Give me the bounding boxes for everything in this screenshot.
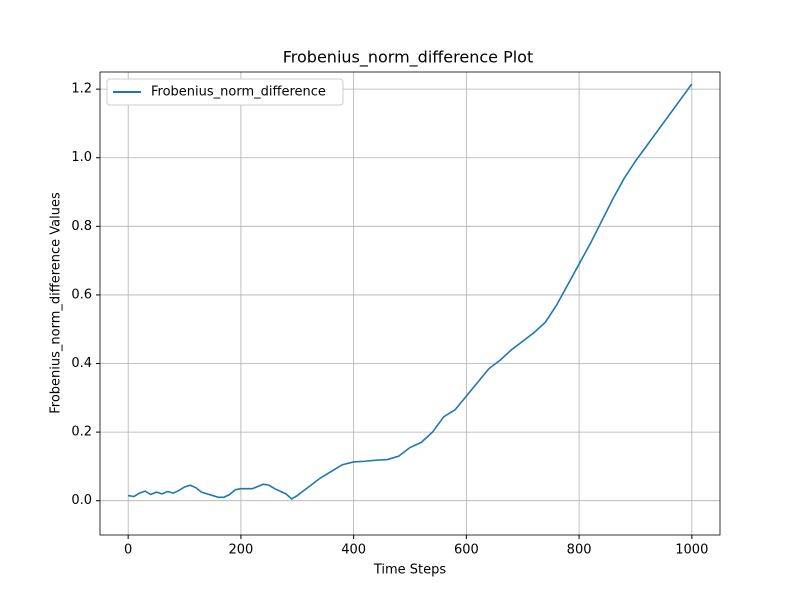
y-tick-label: 0.8 xyxy=(71,219,92,234)
y-tick-label: 1.2 xyxy=(71,82,92,97)
x-tick-label: 400 xyxy=(341,543,366,558)
x-tick-label: 1000 xyxy=(675,543,708,558)
x-tick-label: 0 xyxy=(124,543,132,558)
y-tick-label: 0.2 xyxy=(71,425,92,440)
x-tick-label: 600 xyxy=(454,543,479,558)
x-axis-label: Time Steps xyxy=(373,563,447,578)
plot-frame xyxy=(99,71,721,536)
x-tick-label: 200 xyxy=(228,543,253,558)
chart-title: Frobenius_norm_difference Plot xyxy=(283,48,534,68)
y-tick-label: 0.6 xyxy=(71,287,92,302)
y-tick-label: 0.4 xyxy=(71,356,92,371)
legend-label: Frobenius_norm_difference xyxy=(151,85,326,100)
data-line xyxy=(128,83,693,500)
legend-box xyxy=(106,78,344,106)
y-axis-label: Frobenius_norm_difference Values xyxy=(49,192,64,414)
y-tick-label: 1.0 xyxy=(71,150,92,165)
x-tick-label: 800 xyxy=(567,543,592,558)
y-tick-label: 0.0 xyxy=(71,493,92,508)
